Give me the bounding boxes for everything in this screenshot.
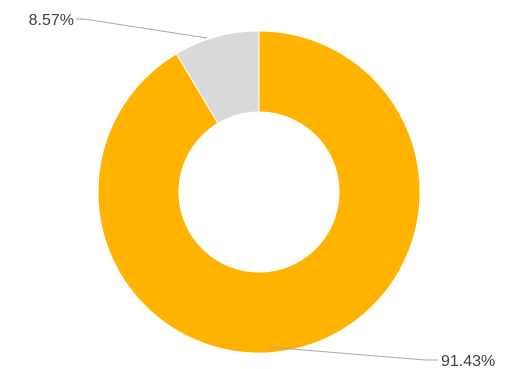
- data-labels: 91.43% 8.57%: [29, 12, 496, 369]
- data-label-slice-2: 8.57%: [29, 12, 74, 29]
- donut-slice-2: [175, 30, 260, 125]
- leader-line-slice-1: [267, 346, 438, 361]
- data-label-slice-1: 91.43%: [441, 353, 495, 369]
- leader-lines: [76, 18, 438, 361]
- donut-slice-1: [97, 30, 421, 354]
- leader-line-slice-2: [76, 18, 208, 39]
- donut-slices: [97, 30, 421, 354]
